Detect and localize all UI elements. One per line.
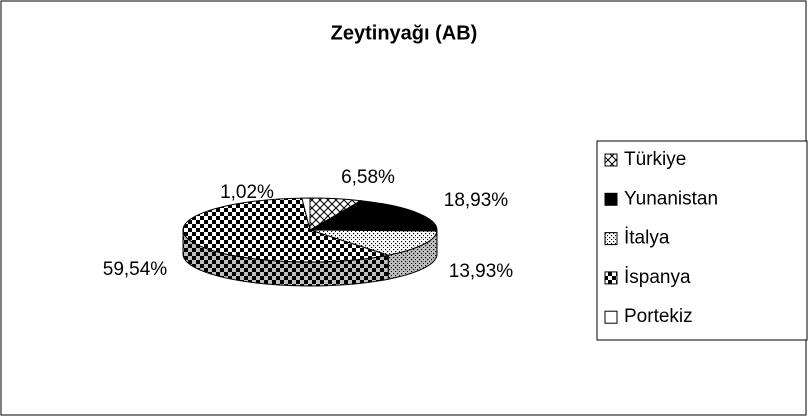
slice-side-shade	[388, 231, 437, 280]
slice	[182, 197, 391, 263]
legend-label: Yunanistan	[624, 188, 718, 209]
slice	[301, 197, 311, 231]
data-label: 1,02%	[220, 182, 274, 203]
slice	[308, 200, 438, 232]
legend-label: İspanya	[624, 267, 691, 288]
data-label: 13,93%	[449, 261, 514, 282]
legend-swatch	[604, 192, 618, 206]
legend-label: İtalya	[624, 228, 670, 249]
legend-swatch	[604, 310, 618, 324]
legend-swatch	[604, 232, 618, 246]
slice-side-shade	[183, 230, 389, 286]
legend-swatch	[604, 271, 618, 285]
data-label: 59,54%	[103, 259, 168, 280]
legend-label: Türkiye	[624, 149, 686, 170]
data-label: 6,58%	[341, 167, 395, 188]
legend-box	[596, 140, 808, 341]
legend-swatch	[604, 153, 618, 167]
slice	[309, 229, 438, 256]
legend-label: Portekiz	[624, 306, 693, 327]
data-label: 18,93%	[444, 190, 509, 211]
chart-title: Zeytinyağı (AB)	[331, 22, 478, 44]
